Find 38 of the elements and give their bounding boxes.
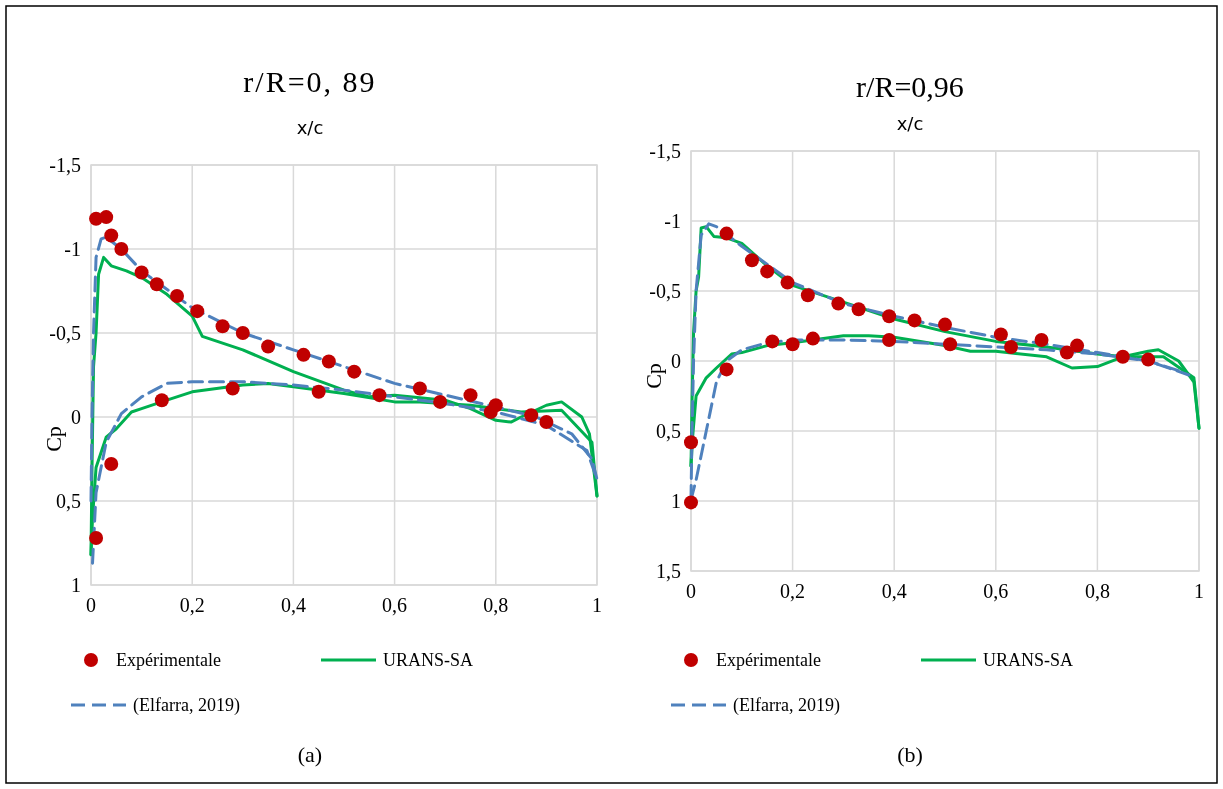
y-tick-label: 1 [671, 490, 681, 512]
legend-label: (Elfarra, 2019) [733, 695, 840, 716]
y-tick-label: -1,5 [49, 154, 81, 176]
x-tick-label: 0,2 [780, 580, 806, 602]
x-tick-label: 0,6 [382, 594, 408, 616]
y-tick-label: 1,5 [656, 560, 681, 582]
y-tick-label: -1 [64, 238, 81, 260]
text: (b) [897, 742, 923, 767]
x-tick-label: 0 [86, 594, 96, 616]
chart-title: r/R=0, 89 [243, 65, 377, 98]
x-tick-label: 0,8 [1084, 580, 1110, 602]
x-tick-label: 0,6 [983, 580, 1009, 602]
text: (a) [297, 742, 323, 767]
y-tick-label: -1 [664, 210, 681, 232]
x-tick-label: 0 [686, 580, 696, 602]
y-tick-label: -0,5 [649, 280, 681, 302]
legend-label: Expérimentale [116, 650, 221, 670]
x-axis-title: x/c [896, 113, 924, 134]
y-tick-label: 0 [671, 350, 681, 372]
legend-label: URANS-SA [383, 650, 474, 670]
y-axis-title: Cp [41, 426, 66, 452]
chart-title: r/R=0,96 [856, 70, 964, 103]
legend-label: (Elfarra, 2019) [133, 695, 240, 716]
x-tick-label: 0,4 [280, 594, 306, 616]
y-tick-label: 0,5 [56, 490, 81, 512]
y-tick-label: -1,5 [649, 140, 681, 162]
x-axis-title: x/c [296, 117, 324, 138]
y-tick-label: 0,5 [656, 420, 681, 442]
x-tick-label: 1 [1194, 580, 1204, 602]
x-tick-label: 0,4 [881, 580, 907, 602]
legend-label: Expérimentale [716, 650, 821, 670]
y-tick-label: -0,5 [49, 322, 81, 344]
x-tick-label: 1 [592, 594, 602, 616]
y-tick-label: 0 [71, 406, 81, 428]
y-axis-title: Cp [641, 363, 666, 389]
x-tick-label: 0,8 [483, 594, 509, 616]
x-tick-label: 0,2 [179, 594, 205, 616]
legend-label: URANS-SA [983, 650, 1074, 670]
